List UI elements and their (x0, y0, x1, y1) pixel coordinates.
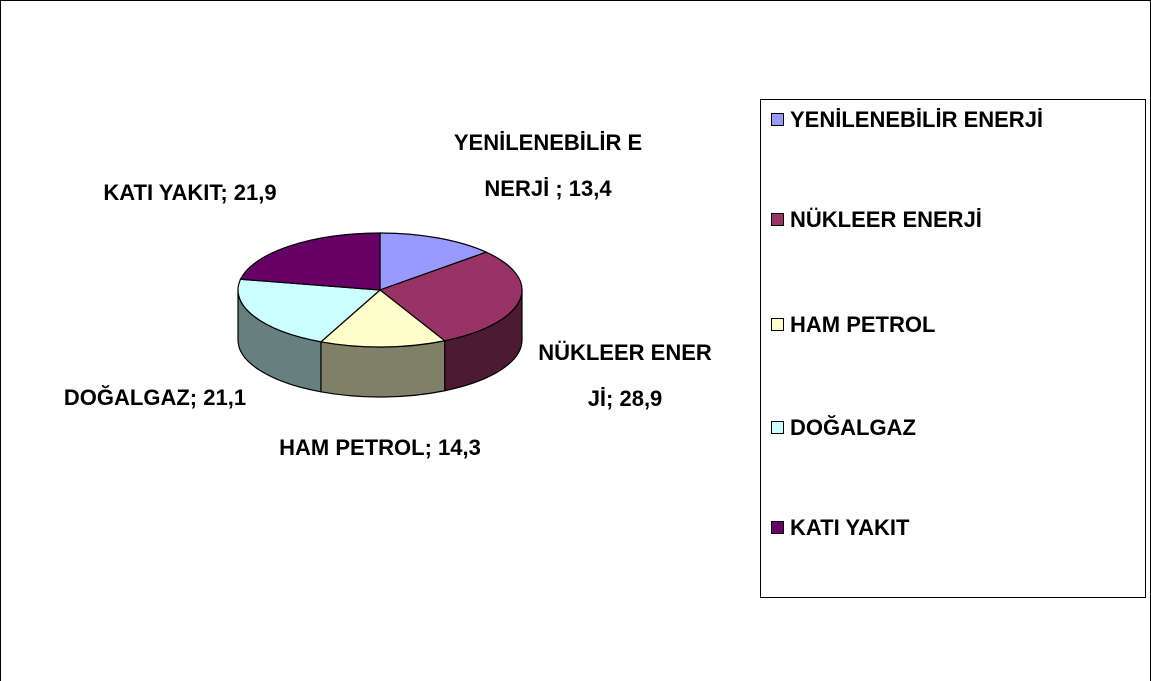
legend-label: DOĞALGAZ (790, 415, 916, 440)
legend-swatch (771, 113, 784, 126)
legend-label: HAM PETROL (790, 312, 935, 337)
pie-slice (378, 251, 523, 342)
data-label: NÜKLEER ENERJİ; 28,9 (538, 340, 712, 411)
data-label: YENİLENEBİLİR ENERJİ ; 13,4 (453, 130, 643, 201)
legend-box (760, 99, 1146, 598)
legend-swatch (771, 421, 784, 434)
legend-label: YENİLENEBİLİR ENERJİ (790, 107, 1043, 132)
data-label: DOĞALGAZ; 21,1 (63, 385, 247, 410)
pie-slice (237, 278, 382, 343)
legend-label: KATI YAKIT (790, 515, 910, 540)
pie-slice (319, 289, 447, 348)
pie-side (320, 340, 446, 398)
pie-slice (379, 232, 488, 291)
data-label: HAM PETROL; 14,3 (279, 435, 481, 460)
data-label: KATI YAKIT; 21,9 (103, 180, 277, 205)
legend-swatch (771, 521, 784, 534)
pie-slice (239, 232, 381, 291)
legend-swatch (771, 318, 784, 331)
legend-label: NÜKLEER ENERJİ (790, 207, 982, 232)
legend-swatch (771, 213, 784, 226)
